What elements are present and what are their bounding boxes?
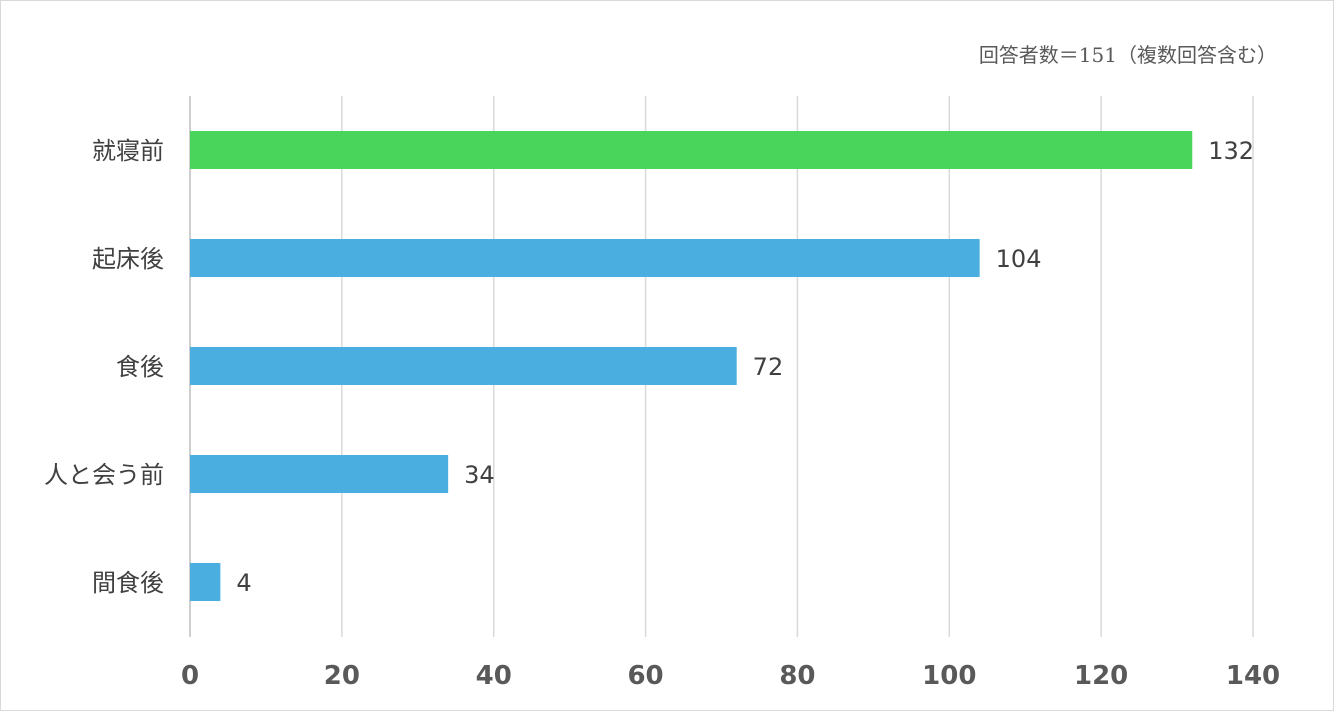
category-label: 起床後 [92,245,164,273]
x-tick-label: 100 [922,661,976,691]
category-label: 間食後 [92,569,164,597]
category-label: 人と会う前 [44,461,164,489]
x-tick-label: 140 [1226,661,1280,691]
x-tick-label: 60 [627,661,663,691]
x-tick-label: 20 [324,661,360,691]
data-label: 34 [464,461,495,489]
x-tick-label: 120 [1074,661,1128,691]
bar [190,239,980,277]
category-label: 就寝前 [92,137,164,165]
x-tick-label: 80 [779,661,815,691]
data-label: 132 [1208,137,1254,165]
respondent-note: 回答者数＝151（複数回答含む） [978,43,1277,67]
bar [190,347,737,385]
data-label: 4 [236,569,251,597]
x-tick-label: 0 [181,661,199,691]
bar [190,563,221,601]
category-label: 食後 [116,353,164,381]
bar [190,455,449,493]
data-label: 72 [753,353,784,381]
x-tick-label: 40 [476,661,512,691]
data-label: 104 [996,245,1042,273]
bar [190,131,1193,169]
